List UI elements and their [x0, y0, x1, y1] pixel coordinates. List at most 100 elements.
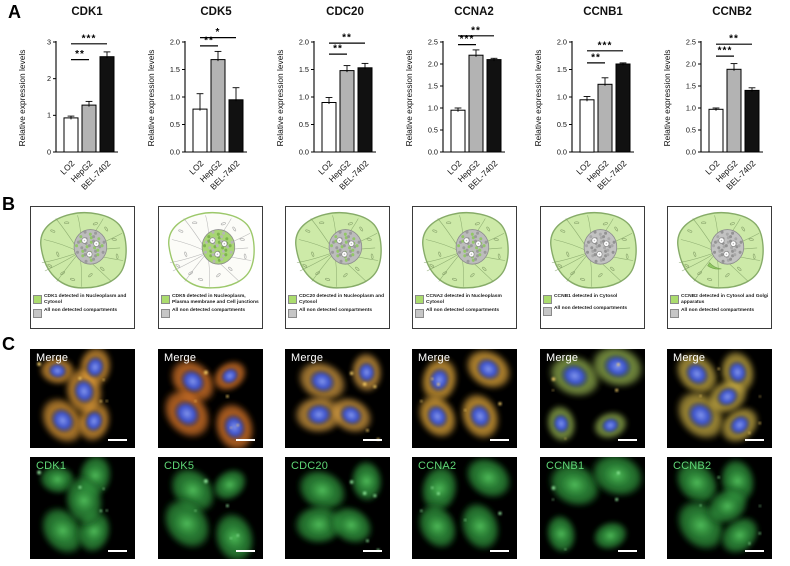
bar-bel-7402: [357, 67, 373, 153]
scale-bar: [745, 549, 764, 552]
chart-title: CDK5: [200, 6, 232, 18]
y-tick-label: 3: [47, 37, 51, 46]
bar-bel-7402: [99, 56, 115, 153]
panel-b-label: B: [2, 194, 15, 214]
legend-non-detected: All non detected compartments: [543, 306, 642, 316]
legend-detected: CDC20 detected in Nucleoplasm and Cytoso…: [288, 294, 387, 306]
gray-swatch-icon: [33, 309, 42, 319]
bar-chart-cdk1: CDK1 Relative expression levels 0 1 2 3 ** *** L…: [16, 2, 145, 195]
protein-label: CDK5: [164, 460, 195, 472]
legend-other-text: All non detected compartments: [554, 306, 628, 311]
y-tick-label: 0: [47, 147, 51, 156]
legend-detected-text: CDK1 detected in Nucleoplasm and Cytosol: [44, 294, 127, 306]
y-tick-label: 0.5: [299, 120, 309, 129]
gray-swatch-icon: [670, 309, 679, 319]
green-swatch-icon: [670, 295, 679, 304]
y-tick-label: 1.0: [557, 92, 567, 101]
y-tick-label: 0.0: [299, 147, 309, 156]
legend-detected-text: CCNB1 detected in Cytosol: [554, 294, 618, 299]
bar-hepg2: [339, 70, 355, 153]
y-tick-label: 2.5: [428, 37, 438, 46]
y-axis-label: Relative expression levels: [662, 50, 672, 147]
protein-microscopy-image: CCNB2: [667, 457, 772, 559]
y-tick-label: 0.0: [428, 147, 438, 156]
bar-bel-7402: [228, 99, 244, 153]
merge-label: Merge: [164, 352, 197, 364]
legend-detected: CDK5 detected in Nucleoplasm, Plasma mem…: [161, 294, 260, 306]
scale-bar: [618, 549, 637, 552]
legend-detected-text: CCNA2 detected in Nucleoplasm Cytosol: [426, 294, 502, 306]
significance-stars: ***: [598, 40, 613, 51]
merge-label: Merge: [546, 352, 579, 364]
panel-a-label: A: [8, 2, 21, 22]
y-tick-label: 2.0: [686, 59, 696, 68]
chart-title: CDC20: [326, 6, 364, 18]
scale-bar: [618, 438, 637, 441]
bar-chart-cdk5: CDK5 Relative expression levels 0.0 0.5 1.0 1…: [145, 2, 274, 195]
significance-stars: **: [342, 33, 352, 44]
cell-localization-box: CDK1 detected in Nucleoplasm and Cytosol…: [30, 206, 135, 329]
y-tick-label: 0.0: [557, 147, 567, 156]
y-tick-label: 1.0: [686, 103, 696, 112]
bar-bel-7402: [486, 59, 502, 153]
golgi-apparatus: [707, 262, 722, 270]
scale-bar: [745, 438, 764, 441]
significance-stars: **: [333, 44, 343, 55]
bar-lo2: [321, 102, 337, 153]
cell-localization-box: CDK5 detected in Nucleoplasm, Plasma mem…: [158, 206, 263, 329]
legend-other-text: All non detected compartments: [426, 308, 500, 314]
y-tick-label: 0.5: [686, 125, 696, 134]
y-tick-label: 2.0: [557, 37, 567, 46]
bar-hepg2: [597, 83, 613, 153]
y-tick-label: 0.0: [686, 147, 696, 156]
chart-title: CCNB1: [583, 6, 623, 18]
merge-microscopy-image: Merge: [540, 349, 645, 448]
merge-label: Merge: [291, 352, 324, 364]
merge-microscopy-image: Merge: [412, 349, 517, 448]
green-swatch-icon: [288, 295, 297, 304]
significance-stars: **: [471, 25, 481, 36]
bar-hepg2: [210, 59, 226, 153]
y-tick-label: 2: [47, 74, 51, 83]
bar-hepg2: [726, 68, 742, 153]
gray-swatch-icon: [161, 309, 170, 319]
significance-stars: *: [216, 27, 221, 38]
merge-microscopy-image: Merge: [667, 349, 772, 448]
bar-lo2: [192, 108, 208, 153]
y-tick-label: 0.0: [170, 147, 180, 156]
y-tick-label: 1.0: [170, 92, 180, 101]
merge-label: Merge: [418, 352, 451, 364]
y-tick-label: 1.5: [428, 81, 438, 90]
bar-chart-ccnb1: CCNB1 Relative expression levels 0.0 0.5 1.0…: [532, 2, 661, 195]
bar-hepg2: [468, 54, 484, 153]
protein-label: CCNB1: [546, 460, 585, 472]
protein-microscopy-image: CDK1: [30, 457, 135, 559]
y-tick-label: 1.0: [428, 103, 438, 112]
significance-stars: **: [591, 52, 601, 63]
y-tick-label: 1.5: [170, 65, 180, 74]
significance-stars: ***: [718, 46, 733, 57]
y-axis-label: Relative expression levels: [146, 50, 156, 147]
legend-detected-text: CDK5 detected in Nucleoplasm, Plasma mem…: [172, 294, 259, 306]
protein-label: CDK1: [36, 460, 67, 472]
scale-bar: [108, 549, 127, 552]
legend-detected-text: CDC20 detected in Nucleoplasm and Cytoso…: [299, 294, 385, 306]
legend-non-detected: All non detected compartments: [33, 308, 132, 319]
bar-chart-row: CDK1 Relative expression levels 0 1 2 3 ** *** L…: [16, 2, 790, 195]
bar-lo2: [708, 108, 724, 153]
legend-other-text: All non detected compartments: [299, 308, 373, 314]
protein-microscopy-image: CDC20: [285, 457, 390, 559]
legend-detected: CCNB2 detected in Cytosol and Golgi appa…: [670, 294, 769, 306]
gray-swatch-icon: [543, 307, 552, 316]
y-tick-label: 2.0: [170, 37, 180, 46]
y-tick-label: 0.5: [428, 125, 438, 134]
chart-title: CDK1: [71, 6, 103, 18]
legend-detected: CDK1 detected in Nucleoplasm and Cytosol: [33, 294, 132, 306]
y-tick-label: 1.5: [557, 65, 567, 74]
y-tick-label: 0.5: [557, 120, 567, 129]
bar-lo2: [579, 99, 595, 153]
significance-stars: **: [75, 49, 85, 60]
y-tick-label: 2.0: [299, 37, 309, 46]
significance-stars: **: [729, 34, 739, 45]
